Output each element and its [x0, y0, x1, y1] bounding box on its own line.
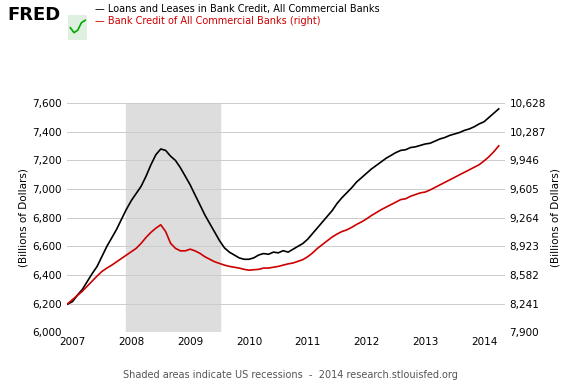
Text: — Loans and Leases in Bank Credit, All Commercial Banks: — Loans and Leases in Bank Credit, All C…	[95, 4, 379, 14]
Y-axis label: (Billions of Dollars): (Billions of Dollars)	[18, 168, 28, 267]
Text: — Bank Credit of All Commercial Banks (right): — Bank Credit of All Commercial Banks (r…	[95, 16, 320, 26]
Y-axis label: (Billions of Dollars): (Billions of Dollars)	[550, 168, 560, 267]
Text: FRED: FRED	[7, 6, 60, 24]
Text: Shaded areas indicate US recessions  -  2014 research.stlouisfed.org: Shaded areas indicate US recessions - 20…	[122, 370, 458, 380]
Bar	[126, 103, 219, 332]
